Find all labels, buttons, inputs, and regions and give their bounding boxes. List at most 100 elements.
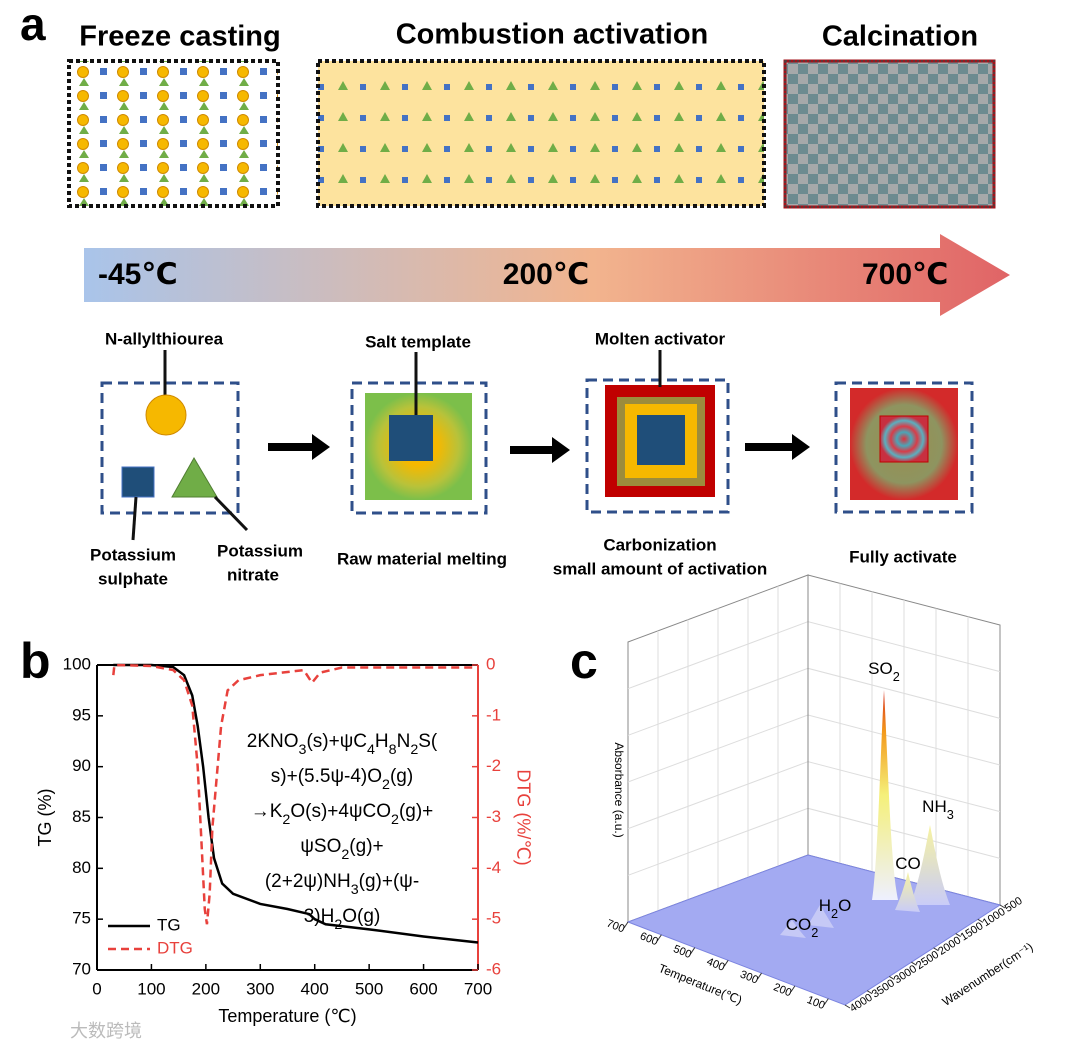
y2-tick-label: -1: [486, 705, 501, 724]
temperature-arrow: [84, 234, 1010, 316]
calcination-box: [783, 59, 996, 209]
calcination-border: [784, 60, 995, 208]
callout-line: [131, 496, 138, 541]
data-line: [113, 663, 479, 944]
y-tick-label: 75: [72, 909, 91, 928]
y-tick: [866, 990, 873, 995]
y-tick: [977, 918, 984, 923]
template-square: [637, 415, 685, 465]
watermark: 大数跨境: [70, 1021, 142, 1041]
y2-tick-label: -6: [486, 959, 501, 978]
ftir-chart: SO2NH3COH2OCO2100200300400500600700Tempe…: [605, 574, 1035, 1015]
x-tick: [623, 921, 629, 929]
stage-title: Combustion activation: [396, 19, 709, 51]
equation-line: ψSO2(g)+: [300, 836, 383, 863]
peak: [910, 825, 950, 905]
y2-tick-label: -2: [486, 756, 501, 775]
peak: [808, 905, 834, 928]
peak-label: NH3: [922, 797, 954, 821]
sulphate-icon: [121, 466, 155, 498]
dashed-box: [100, 381, 240, 515]
y2-tick-label: -3: [486, 807, 501, 826]
peak-label: SO2: [868, 659, 900, 683]
data-line: [112, 663, 478, 925]
y2-tick-label: -5: [486, 909, 501, 928]
x-tick: [690, 947, 696, 954]
thiourea-icon: [145, 394, 187, 436]
dashed-box: [350, 381, 488, 515]
panel-label: c: [570, 633, 598, 689]
x-tick: [723, 960, 729, 967]
x-axis-label: Temperature(℃): [657, 961, 745, 1007]
x-tick-label: 600: [409, 979, 437, 998]
temperature-label: 700℃: [862, 258, 948, 291]
x-tick-label: 0: [92, 979, 101, 998]
x-tick-label: 700: [464, 979, 492, 998]
y-tick: [844, 1004, 851, 1009]
legend-label: DTG: [157, 938, 193, 957]
freeze-box: [67, 59, 280, 208]
peak: [872, 690, 898, 900]
material-label: nitrate: [227, 565, 279, 584]
x-tick-label: 300: [246, 979, 274, 998]
y-axis-label: TG (%): [35, 789, 55, 847]
y-tick: [999, 904, 1006, 909]
peak-label: H2O: [819, 896, 852, 920]
callout-label: N-allylthiourea: [105, 329, 224, 348]
panel-label: a: [20, 0, 46, 50]
x-tick-label: 400: [301, 979, 329, 998]
equation-line: 3)H2O(g): [304, 906, 381, 933]
x-tick: [790, 985, 796, 993]
panel-label: b: [20, 633, 51, 689]
legend-label: TG: [157, 915, 181, 934]
y-tick-label: 500: [1003, 895, 1025, 915]
temperature-label: 200℃: [503, 258, 589, 291]
y-tick-label: 80: [72, 858, 91, 877]
y-tick: [889, 975, 895, 980]
callout-line: [213, 495, 249, 532]
callout-label: Molten activator: [595, 329, 726, 348]
equation-line: →K2O(s)+4ψCO2(g)+: [251, 801, 434, 828]
step-label: small amount of activation: [553, 559, 767, 578]
equation-line: 2KNO3(s)+ψC4H8N2S(: [247, 731, 438, 758]
x-tick-label: 100: [137, 979, 165, 998]
y-tick: [955, 933, 961, 938]
stage-title: Calcination: [822, 21, 978, 53]
y-tick-label: 90: [72, 756, 91, 775]
x-tick: [656, 934, 662, 942]
tg-chart: 0 100 200 300 400 500 600 700 70 75 80 85 90 95 100 -6 -…: [35, 654, 534, 1025]
y-tick-label: 100: [63, 654, 91, 673]
callout-label: Salt template: [365, 332, 471, 351]
material-label: Potassium: [90, 545, 176, 564]
temperature-label: -45℃: [98, 258, 178, 291]
step-label: Raw material melting: [337, 549, 507, 568]
y-tick-label: 95: [72, 705, 91, 724]
dashed-box: [834, 381, 974, 514]
z-axis-label: Absorbance (a.u.): [612, 742, 626, 837]
step-label: Fully activate: [849, 547, 957, 566]
x-axis-label: Temperature (℃): [218, 1006, 356, 1026]
flow-arrow: [268, 434, 330, 460]
y-tick-label: 70: [72, 959, 91, 978]
x-tick-label: 700: [605, 917, 627, 935]
peak-label: CO2: [786, 915, 819, 939]
stage-title: Freeze casting: [79, 21, 280, 53]
y2-tick-label: 0: [486, 654, 495, 673]
x-tick: [757, 972, 762, 980]
x-tick-label: 500: [355, 979, 383, 998]
peak: [780, 920, 806, 938]
x-tick: [823, 998, 829, 1005]
y-tick: [911, 961, 917, 966]
material-label: Potassium: [217, 541, 303, 560]
activated-core: [879, 415, 929, 463]
peak-label: CO: [895, 854, 921, 873]
step-label: Carbonization: [603, 535, 716, 554]
x-tick-label: 200: [192, 979, 220, 998]
peak: [895, 872, 920, 912]
template-square: [389, 415, 433, 461]
material-label: sulphate: [98, 569, 168, 588]
equation-line: s)+(5.5ψ-4)O2(g): [271, 766, 413, 793]
y-tick-label: 85: [72, 807, 91, 826]
